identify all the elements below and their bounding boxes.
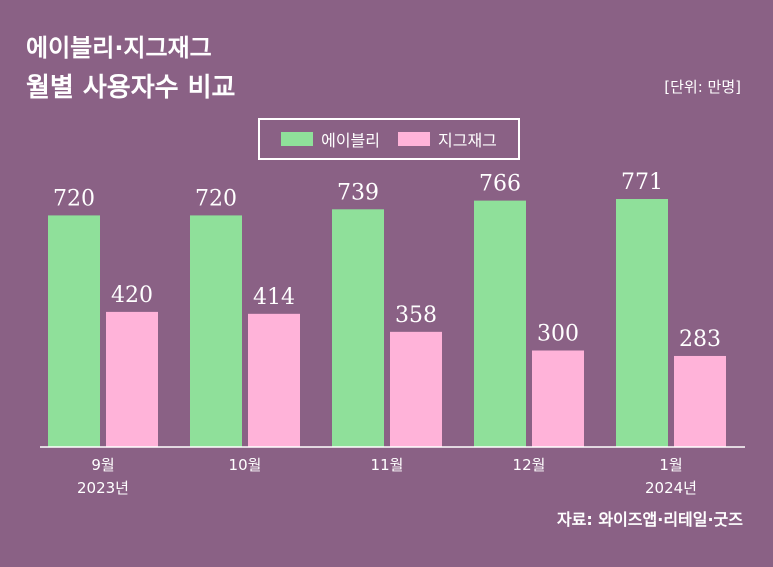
- x-tick-label-3: 12월: [513, 456, 546, 474]
- bar-zigzag-0: [106, 311, 158, 447]
- legend-label-ably: 에이블리: [321, 131, 380, 150]
- x-tick-sublabel-4: 2024년: [645, 479, 697, 497]
- bar-zigzag-4: [674, 355, 726, 447]
- legend-swatch-ably: [281, 132, 314, 146]
- bar-ably-2: [332, 209, 384, 447]
- title-line-1: 에이블리·지그재그: [26, 34, 212, 62]
- x-tick-sublabel-0: 2023년: [77, 479, 129, 497]
- data-label-zigzag-4: 283: [679, 327, 721, 352]
- x-tick-label-4: 1월: [659, 456, 682, 474]
- unit-label: [단위: 만명]: [664, 78, 741, 96]
- bar-ably-4: [616, 199, 668, 447]
- x-tick-label-0: 9월: [91, 456, 114, 474]
- bar-zigzag-1: [248, 313, 300, 447]
- legend-swatch-zigzag: [398, 132, 430, 146]
- x-tick-label-1: 10월: [229, 456, 262, 474]
- bar-ably-3: [474, 200, 526, 447]
- legend-label-zigzag: 지그재그: [438, 131, 497, 150]
- title-line-2: 월별 사용자수 비교: [26, 73, 236, 103]
- legend-item-ably: 에이블리: [281, 127, 380, 151]
- legend: 에이블리 지그재그: [258, 118, 520, 160]
- data-label-ably-2: 739: [337, 180, 379, 205]
- data-label-zigzag-0: 420: [111, 283, 153, 308]
- data-label-zigzag-3: 300: [537, 322, 579, 347]
- chart-title: 에이블리·지그재그 월별 사용자수 비교: [26, 28, 235, 108]
- data-label-zigzag-1: 414: [253, 285, 295, 310]
- data-label-ably-3: 766: [479, 172, 521, 197]
- source-note: 자료: 와이즈앱·리테일·굿즈: [556, 510, 743, 529]
- bar-zigzag-3: [532, 350, 584, 447]
- bar-zigzag-2: [390, 331, 442, 447]
- data-label-ably-0: 720: [53, 186, 95, 211]
- data-label-ably-4: 771: [621, 170, 663, 195]
- data-label-ably-1: 720: [195, 186, 237, 211]
- x-tick-label-2: 11월: [371, 456, 404, 474]
- bar-ably-0: [48, 215, 100, 447]
- data-label-zigzag-2: 358: [395, 303, 437, 328]
- bar-ably-1: [190, 215, 242, 447]
- legend-item-zigzag: 지그재그: [398, 127, 497, 151]
